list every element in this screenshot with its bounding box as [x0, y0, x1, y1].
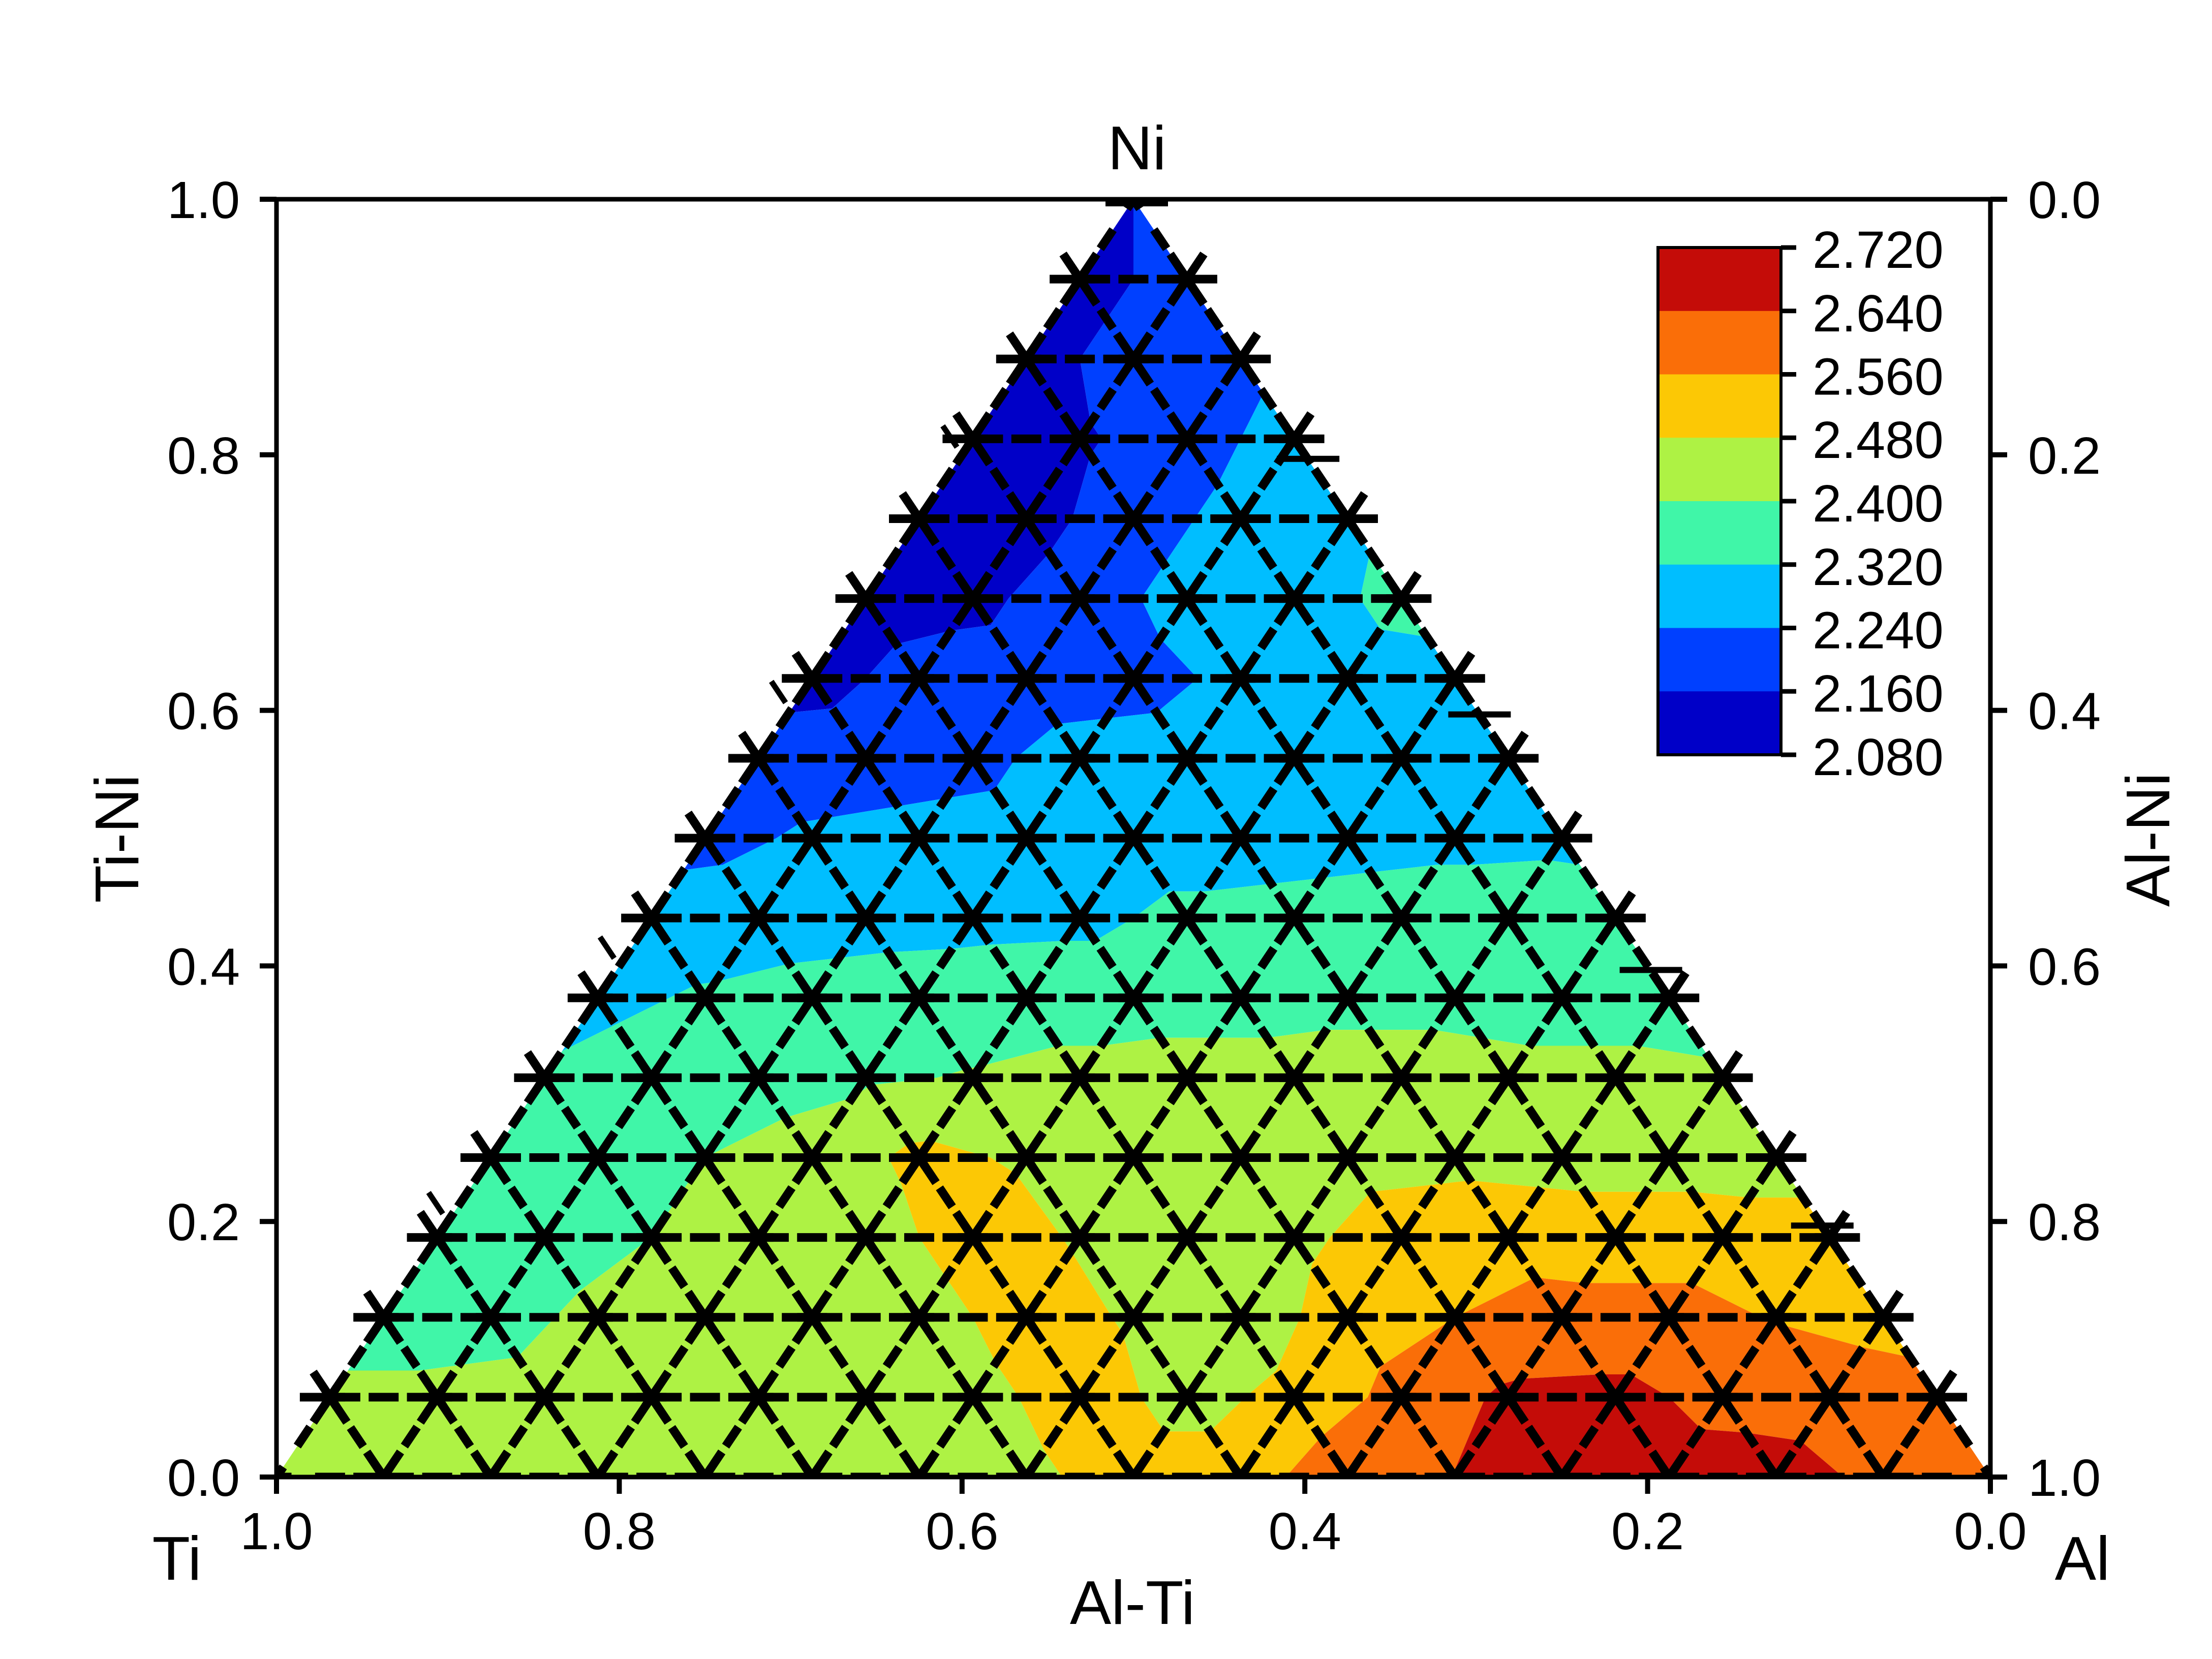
svg-text:Al-Ni: Al-Ni — [2113, 773, 2183, 907]
svg-text:0.4: 0.4 — [2028, 682, 2101, 741]
svg-text:2.240: 2.240 — [1812, 601, 1944, 660]
svg-text:Ti: Ti — [152, 1524, 201, 1593]
svg-text:2.560: 2.560 — [1812, 348, 1944, 406]
svg-text:Ni: Ni — [1108, 113, 1166, 182]
svg-text:Al-Ti: Al-Ti — [1070, 1568, 1195, 1637]
svg-text:2.720: 2.720 — [1812, 221, 1944, 279]
svg-text:2.160: 2.160 — [1812, 664, 1944, 723]
svg-text:2.320: 2.320 — [1812, 538, 1944, 596]
svg-text:0.8: 0.8 — [583, 1502, 656, 1560]
svg-text:0.6: 0.6 — [167, 682, 240, 741]
svg-text:0.8: 0.8 — [167, 426, 240, 485]
svg-text:0.8: 0.8 — [2028, 1193, 2101, 1251]
svg-text:0.0: 0.0 — [2028, 171, 2101, 229]
svg-text:0.2: 0.2 — [2028, 426, 2101, 485]
svg-text:0.0: 0.0 — [1954, 1502, 2026, 1560]
svg-text:0.2: 0.2 — [167, 1193, 240, 1251]
svg-text:0.2: 0.2 — [1611, 1502, 1684, 1560]
svg-text:2.640: 2.640 — [1812, 284, 1944, 343]
svg-text:2.080: 2.080 — [1812, 728, 1944, 786]
svg-text:1.0: 1.0 — [240, 1502, 313, 1560]
svg-text:Ti-Ni: Ti-Ni — [82, 775, 151, 903]
svg-text:Al: Al — [2055, 1524, 2110, 1593]
svg-text:2.480: 2.480 — [1812, 411, 1944, 469]
svg-text:0.4: 0.4 — [1269, 1502, 1341, 1560]
svg-text:1.0: 1.0 — [2028, 1449, 2101, 1507]
svg-text:0.0: 0.0 — [167, 1449, 240, 1507]
svg-text:2.400: 2.400 — [1812, 474, 1944, 533]
svg-text:0.6: 0.6 — [2028, 937, 2101, 996]
svg-text:0.4: 0.4 — [167, 937, 240, 996]
svg-text:0.6: 0.6 — [926, 1502, 998, 1560]
svg-text:1.0: 1.0 — [167, 171, 240, 229]
